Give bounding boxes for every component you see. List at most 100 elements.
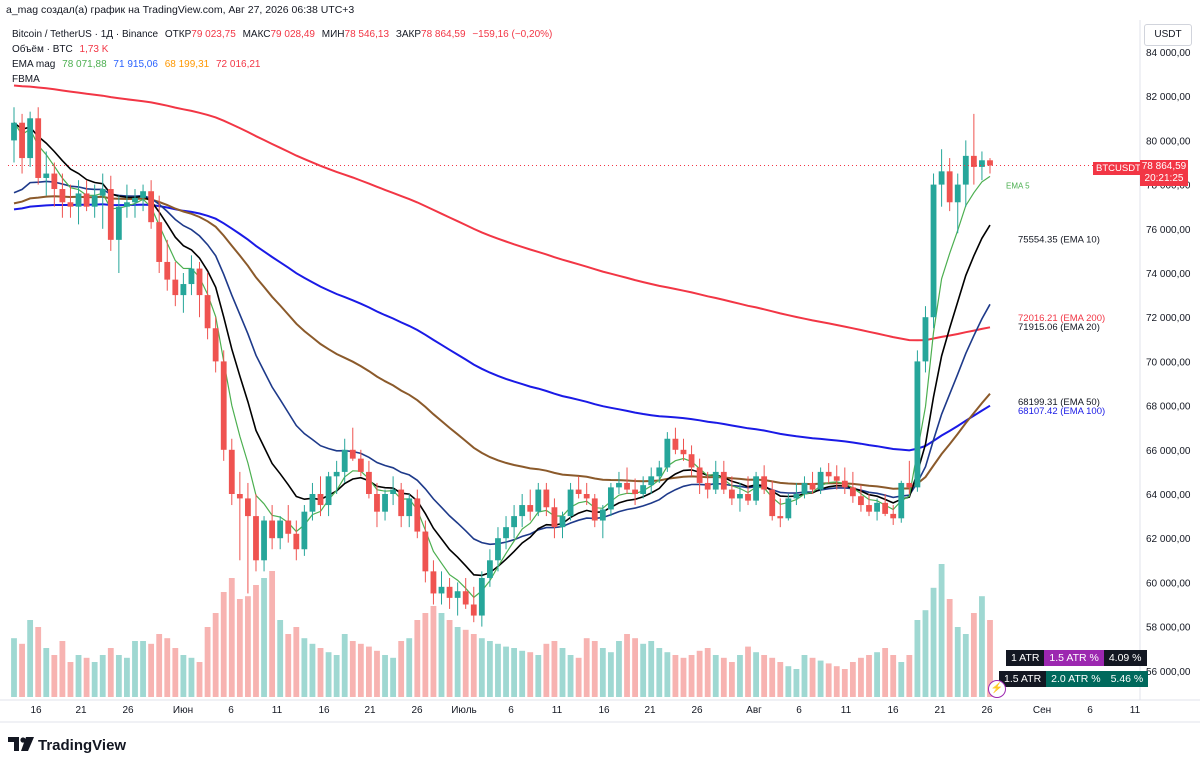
volume-bar xyxy=(67,662,74,697)
time-tick-label: 26 xyxy=(691,705,703,716)
candle-body xyxy=(745,494,751,501)
volume-bar xyxy=(559,648,566,697)
time-tick-label: 16 xyxy=(887,705,899,716)
volume-bar xyxy=(107,648,114,697)
volume-bar xyxy=(841,669,848,697)
volume-bar xyxy=(374,650,380,697)
volume-bar xyxy=(341,634,348,697)
volume-bar xyxy=(269,571,276,697)
candle-body xyxy=(164,261,171,280)
price-tick-label: 64 000,00 xyxy=(1146,490,1191,501)
volume-bar xyxy=(866,655,872,697)
volume-bar xyxy=(220,592,227,697)
atr-panel-row-1: 1 ATR 1.5 ATR % 4.09 % xyxy=(1006,650,1147,666)
candle-body xyxy=(285,520,292,534)
tradingview-logo[interactable]: TradingView xyxy=(8,737,126,754)
candle-body xyxy=(309,494,316,512)
symbol-row: Bitcoin / TetherUS · 1Д · Binance ОТКР79… xyxy=(12,27,556,42)
candle-body xyxy=(124,202,130,207)
atr-row2-label: 1.5 ATR xyxy=(999,671,1047,687)
ema-5-annotation: EMA 5 xyxy=(1006,182,1030,191)
countdown: 20:21:25 xyxy=(1144,173,1184,184)
ema-50-annotation: 68199.31 (EMA 50) xyxy=(1018,397,1100,408)
price-tick-label: 68 000,00 xyxy=(1146,402,1191,413)
candle-body xyxy=(486,560,493,578)
ema-200-annotation: 72016.21 (EMA 200) xyxy=(1018,313,1105,324)
volume-bar xyxy=(204,627,211,697)
volume-bar xyxy=(720,657,727,697)
volume-bar xyxy=(148,643,155,697)
volume-bar xyxy=(648,641,655,697)
atr-panel-row-2: 1.5 ATR 2.0 ATR % 5.46 % xyxy=(999,671,1149,687)
candle-body xyxy=(349,449,356,459)
volume-bar xyxy=(664,652,671,697)
candle-body xyxy=(624,482,630,490)
candle-body xyxy=(753,476,759,501)
volume-bar xyxy=(398,641,405,697)
symbol-label[interactable]: Bitcoin / TetherUS · 1Д · Binance xyxy=(12,29,159,40)
price-tick-label: 58 000,00 xyxy=(1146,623,1191,634)
candle-body xyxy=(115,206,122,240)
logo-text: TradingView xyxy=(38,737,127,754)
ema-20-line xyxy=(13,180,991,546)
volume-bar xyxy=(817,660,824,697)
low-label: МИН xyxy=(321,29,345,40)
candle-body xyxy=(27,118,34,159)
volume-bar xyxy=(616,641,622,697)
volume-bar xyxy=(737,655,743,697)
volume-bar xyxy=(11,638,17,697)
volume-bar xyxy=(390,657,397,697)
high-value: 79 028,49 xyxy=(270,29,316,40)
currency-selector[interactable]: USDT xyxy=(1144,24,1192,46)
volume-bar xyxy=(979,596,985,697)
candle-body xyxy=(454,591,461,598)
volume-label[interactable]: Объём · BTC xyxy=(12,44,73,55)
volume-bar xyxy=(357,643,364,697)
candle-body xyxy=(390,489,397,494)
volume-bar xyxy=(712,655,719,697)
volume-bar xyxy=(761,655,768,697)
candle-body xyxy=(535,489,542,512)
volume-bar xyxy=(253,585,259,697)
volume-bar xyxy=(785,666,792,697)
candle-body xyxy=(236,494,243,499)
candle-body xyxy=(527,505,534,512)
candle-body xyxy=(979,160,985,167)
volume-bar xyxy=(325,652,332,697)
volume-bar xyxy=(75,655,82,697)
volume-bar xyxy=(607,652,614,697)
ema-10-annotation: 75554.35 (EMA 10) xyxy=(1018,235,1100,246)
candle-body xyxy=(132,197,138,203)
time-tick-label: 11 xyxy=(1130,705,1141,716)
volume-bar xyxy=(825,663,832,697)
volume-bar xyxy=(519,650,526,697)
candle-body xyxy=(962,155,969,185)
candle-body xyxy=(301,511,308,550)
candle-body xyxy=(551,507,558,528)
candle-body xyxy=(414,498,421,532)
volume-bar xyxy=(745,646,751,697)
candle-body xyxy=(148,191,155,223)
author-line: a_mag создал(а) график на TradingView.co… xyxy=(6,4,355,16)
candle-body xyxy=(825,471,832,477)
candle-body xyxy=(793,494,800,499)
candle-body xyxy=(341,449,348,472)
candle-body xyxy=(196,268,203,296)
price-tick-label: 62 000,00 xyxy=(1146,534,1191,545)
candle-body xyxy=(704,482,711,490)
candle-body xyxy=(519,505,526,517)
candle-body xyxy=(293,533,300,550)
volume-bar xyxy=(624,634,630,697)
candle-body xyxy=(11,122,17,141)
candle-body xyxy=(430,571,437,594)
ema-10-line xyxy=(13,122,991,577)
lightning-icon[interactable]: ⚡ xyxy=(988,680,1006,698)
fbma-label[interactable]: FBMA xyxy=(12,74,40,85)
ema-label[interactable]: EMA mag xyxy=(12,59,56,70)
candle-body xyxy=(761,476,768,490)
volume-bar xyxy=(414,620,421,697)
candle-body xyxy=(672,438,679,450)
ema-row: EMA mag 78 071,88 71 915,06 68 199,31 72… xyxy=(12,57,556,72)
candle-body xyxy=(83,193,90,207)
